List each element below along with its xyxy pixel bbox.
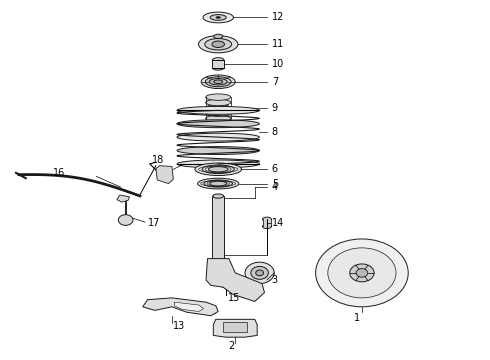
Ellipse shape (177, 120, 259, 128)
Text: 12: 12 (272, 13, 284, 22)
Text: 8: 8 (272, 127, 278, 137)
Text: 6: 6 (272, 164, 278, 174)
Ellipse shape (213, 66, 224, 70)
Text: 10: 10 (272, 59, 284, 69)
Polygon shape (206, 258, 265, 301)
Circle shape (251, 266, 269, 279)
Polygon shape (223, 322, 247, 332)
Ellipse shape (195, 163, 242, 176)
Text: 2: 2 (228, 341, 235, 351)
Ellipse shape (213, 58, 224, 62)
Polygon shape (143, 298, 218, 316)
Ellipse shape (206, 115, 231, 122)
Text: 9: 9 (272, 103, 278, 113)
Ellipse shape (177, 107, 259, 114)
Ellipse shape (210, 181, 227, 186)
Text: 14: 14 (272, 218, 284, 228)
Ellipse shape (210, 15, 226, 20)
Polygon shape (117, 195, 129, 202)
Ellipse shape (205, 39, 232, 50)
Polygon shape (213, 60, 224, 68)
Ellipse shape (206, 105, 231, 111)
Ellipse shape (263, 217, 271, 221)
Ellipse shape (203, 12, 233, 23)
Circle shape (350, 264, 374, 282)
Circle shape (118, 215, 133, 225)
Ellipse shape (214, 80, 222, 84)
Polygon shape (217, 274, 232, 288)
Polygon shape (213, 196, 224, 258)
Ellipse shape (206, 110, 231, 116)
Text: 13: 13 (173, 321, 185, 332)
Ellipse shape (206, 99, 231, 106)
Ellipse shape (197, 178, 239, 189)
Ellipse shape (216, 17, 220, 18)
Circle shape (328, 248, 396, 298)
Circle shape (316, 239, 408, 307)
Ellipse shape (202, 165, 234, 174)
Text: 15: 15 (228, 293, 240, 303)
Text: 17: 17 (147, 218, 160, 228)
Circle shape (245, 262, 274, 284)
Ellipse shape (177, 133, 259, 141)
Circle shape (256, 270, 264, 276)
Ellipse shape (212, 41, 224, 48)
Text: 7: 7 (272, 77, 278, 87)
Text: 16: 16 (52, 168, 65, 178)
Ellipse shape (205, 77, 231, 87)
Text: 4: 4 (272, 182, 278, 192)
Circle shape (356, 269, 368, 277)
Ellipse shape (214, 34, 222, 39)
Text: 11: 11 (272, 39, 284, 49)
Text: 5: 5 (272, 179, 278, 189)
Polygon shape (174, 302, 203, 311)
Ellipse shape (177, 160, 259, 168)
Text: 3: 3 (272, 275, 278, 285)
Ellipse shape (213, 194, 223, 198)
Ellipse shape (177, 147, 259, 154)
Polygon shape (263, 219, 271, 226)
Ellipse shape (206, 94, 231, 100)
Text: 18: 18 (151, 156, 164, 165)
Ellipse shape (208, 167, 228, 172)
Polygon shape (156, 166, 173, 184)
Polygon shape (213, 319, 257, 337)
Text: 1: 1 (354, 312, 360, 323)
Ellipse shape (198, 36, 238, 53)
Ellipse shape (209, 78, 227, 85)
Ellipse shape (263, 224, 271, 229)
Ellipse shape (204, 180, 233, 187)
Ellipse shape (201, 75, 235, 89)
